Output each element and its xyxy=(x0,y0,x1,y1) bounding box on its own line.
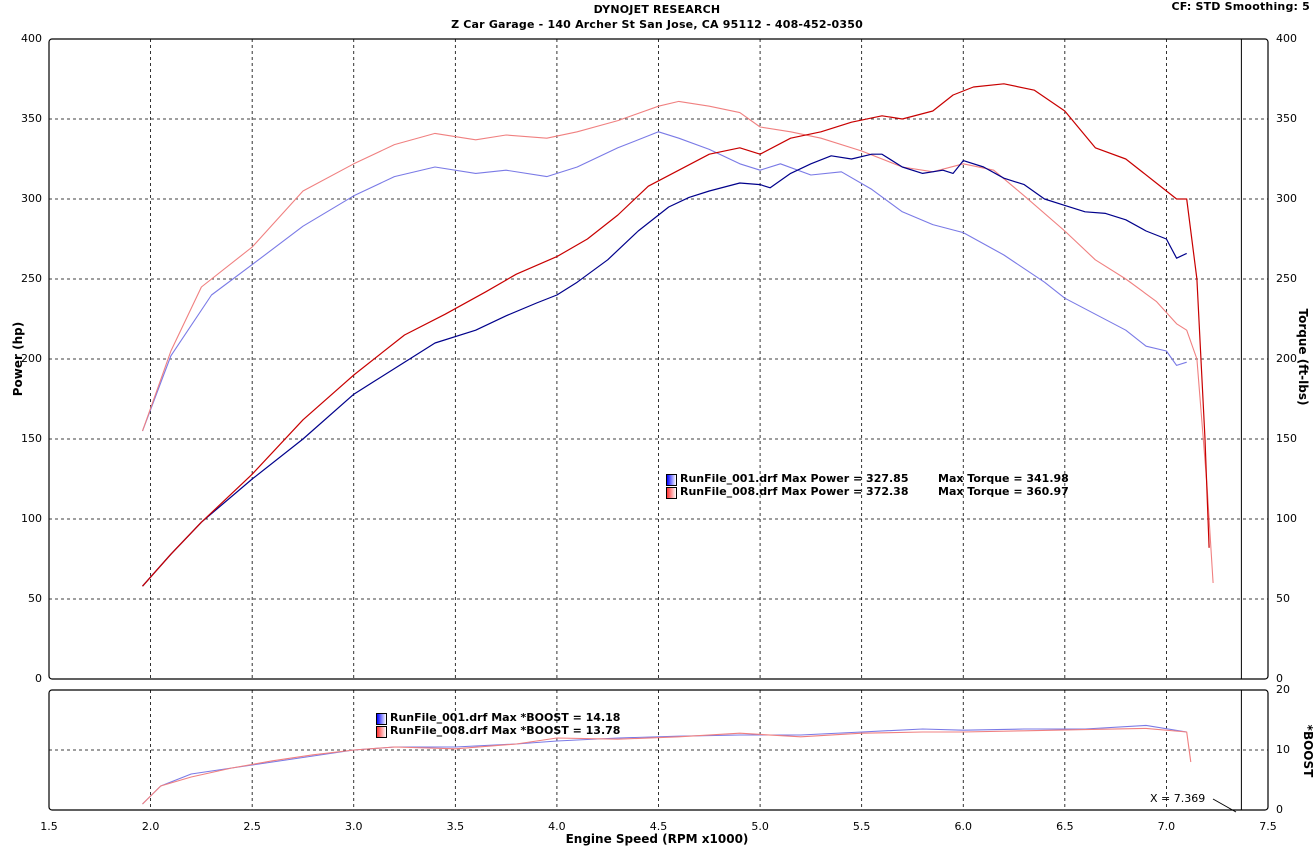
x-tick-label: 3.5 xyxy=(446,820,465,833)
x-tick-label: 2.5 xyxy=(243,820,261,833)
y-left-tick-label: 350 xyxy=(21,112,42,125)
legend-max-torque: Max Torque = 360.97 xyxy=(938,485,1069,498)
series-run8-boost xyxy=(142,727,1192,805)
settings-label: CF: STD Smoothing: 5 xyxy=(1171,0,1310,13)
y-left-tick-label: 150 xyxy=(21,432,42,445)
boost-legend-swatch xyxy=(376,713,387,725)
boost-tick-label: 0 xyxy=(1276,803,1283,816)
y-left-tick-label: 50 xyxy=(28,592,42,605)
y-right-axis-title: Torque (ft-lbs) xyxy=(1296,308,1310,406)
x-tick-label: 7.0 xyxy=(1157,820,1176,833)
legend-swatch xyxy=(666,474,677,486)
boost-tick-label: 10 xyxy=(1276,743,1290,756)
x-tick-label: 6.5 xyxy=(1056,820,1074,833)
boost-axis-title: *BOOST xyxy=(1301,724,1314,778)
y-right-tick-label: 50 xyxy=(1276,592,1290,605)
y-left-tick-label: 250 xyxy=(21,272,42,285)
legend-max-power: RunFile_008.drf Max Power = 372.38 xyxy=(680,485,909,498)
x-tick-label: 6.0 xyxy=(954,820,973,833)
y-right-tick-label: 100 xyxy=(1276,512,1297,525)
x-tick-label: 4.5 xyxy=(649,820,668,833)
y-right-tick-label: 200 xyxy=(1276,352,1297,365)
boost-legend-swatch xyxy=(376,726,387,738)
boost-legend-text: RunFile_008.drf Max *BOOST = 13.78 xyxy=(390,724,621,737)
y-left-tick-label: 300 xyxy=(21,192,42,205)
y-right-tick-label: 400 xyxy=(1276,32,1297,45)
chart-subtitle: Z Car Garage - 140 Archer St San Jose, C… xyxy=(451,18,863,31)
legend-max-power: RunFile_001.drf Max Power = 327.85 xyxy=(680,472,909,485)
series-run1-torque xyxy=(141,131,1187,432)
boost-tick-label: 20 xyxy=(1276,683,1290,696)
x-tick-label: 2.0 xyxy=(141,820,160,833)
series-run8-power xyxy=(142,83,1210,587)
boost-legend-text: RunFile_001.drf Max *BOOST = 14.18 xyxy=(390,711,621,724)
x-tick-label: 3.0 xyxy=(345,820,363,833)
cursor-label-pointer xyxy=(1212,798,1237,813)
y-left-tick-label: 400 xyxy=(21,32,42,45)
y-left-tick-label: 0 xyxy=(35,672,42,685)
y-right-tick-label: 150 xyxy=(1276,432,1297,445)
y-right-tick-label: 300 xyxy=(1276,192,1297,205)
y-right-tick-label: 250 xyxy=(1276,272,1297,285)
x-tick-label: 5.0 xyxy=(751,820,769,833)
series-run8-torque xyxy=(141,100,1214,584)
y-left-axis-title: Power (hp) xyxy=(11,321,25,397)
y-left-tick-label: 100 xyxy=(21,512,42,525)
x-tick-label: 7.5 xyxy=(1259,820,1277,833)
chart-title: DYNOJET RESEARCH xyxy=(593,3,721,16)
x-tick-label: 1.5 xyxy=(40,820,58,833)
x-tick-label: 5.5 xyxy=(852,820,871,833)
x-axis-title: Engine Speed (RPM x1000) xyxy=(565,832,749,846)
x-tick-label: 4.0 xyxy=(548,820,566,833)
y-right-tick-label: 350 xyxy=(1276,112,1297,125)
series-run1-boost xyxy=(142,724,1187,805)
legend-swatch xyxy=(666,487,677,499)
series-run1-power xyxy=(142,153,1187,587)
legend-max-torque: Max Torque = 341.98 xyxy=(938,472,1069,485)
y-right-tick-label: 0 xyxy=(1276,672,1283,685)
y-left-tick-label: 200 xyxy=(21,352,42,365)
cursor-value-label: X = 7.369 xyxy=(1150,792,1206,805)
